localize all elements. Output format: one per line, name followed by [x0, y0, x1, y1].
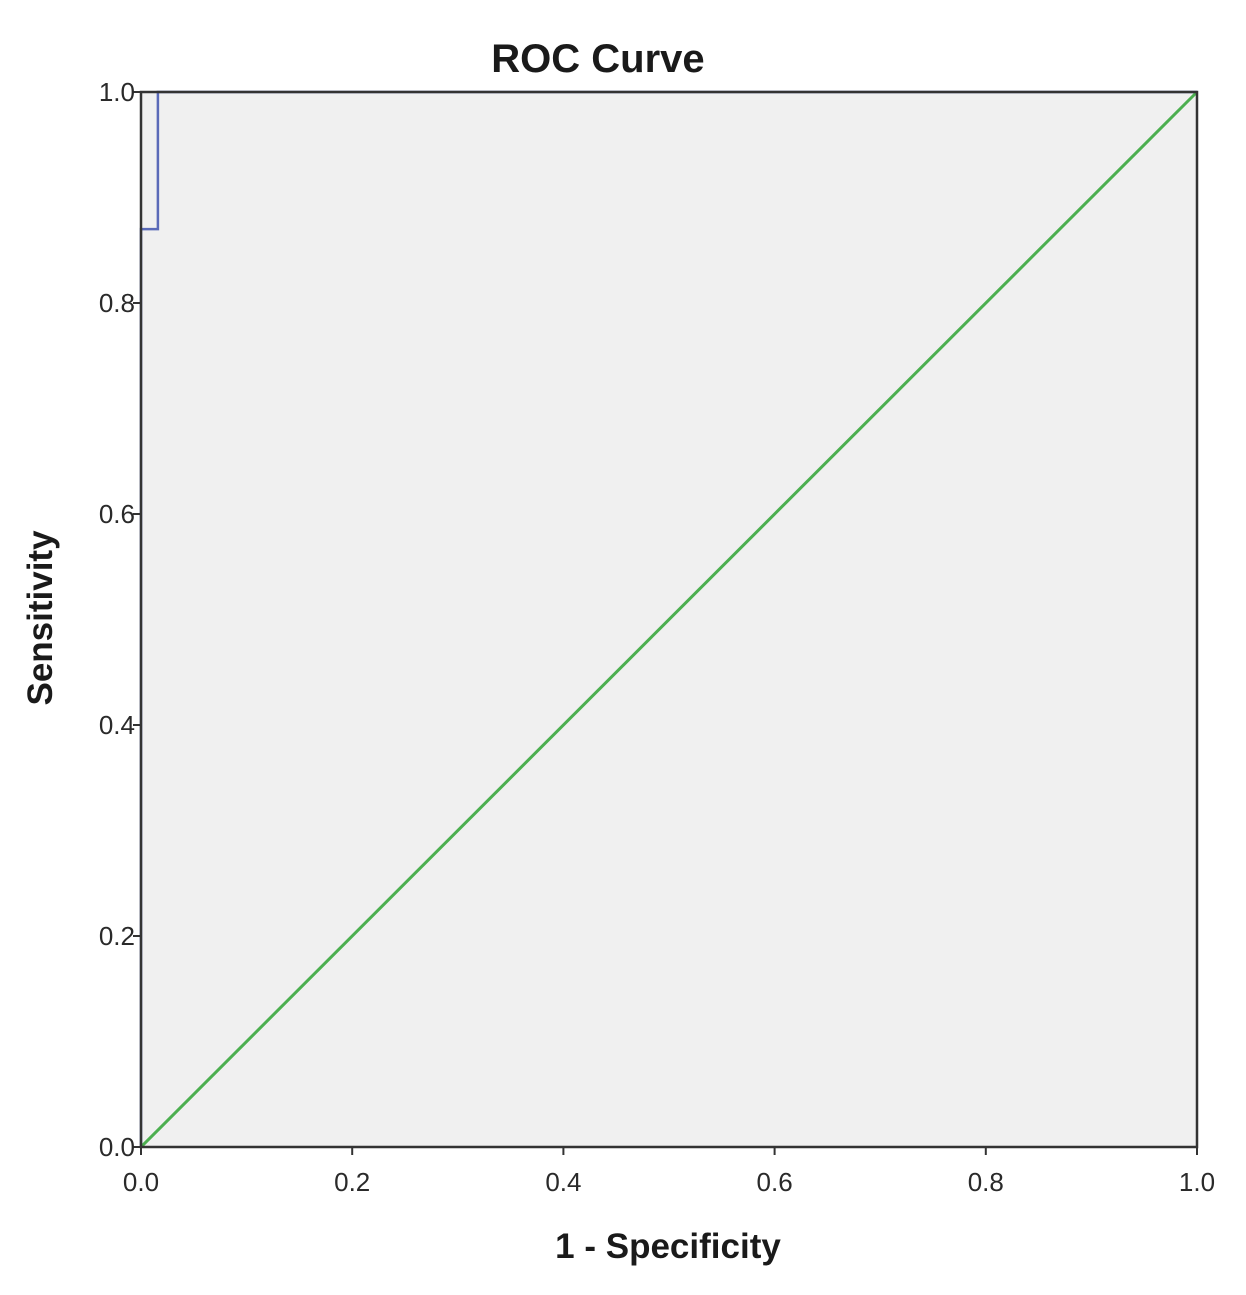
x-tick-label: 1.0: [1179, 1167, 1215, 1197]
y-tick-label: 0.4: [99, 710, 135, 740]
x-axis-ticks: 0.0 0.2 0.4 0.6 0.8 1.0: [123, 1147, 1215, 1197]
reference-diagonal-line: [139, 90, 1199, 1149]
plot-frame: [139, 90, 1199, 1149]
x-tick-label: 0.0: [123, 1167, 159, 1197]
x-tick-label: 0.6: [757, 1167, 793, 1197]
y-axis-ticks: 0.0 0.2 0.4 0.6 0.8 1.0: [99, 77, 141, 1162]
y-tick-label: 0.0: [99, 1132, 135, 1162]
y-axis-title: Sensitivity: [21, 530, 60, 706]
y-tick-label: 1.0: [99, 77, 135, 107]
y-tick-label: 0.6: [99, 499, 135, 529]
x-axis-title: 1 - Specificity: [555, 1227, 781, 1266]
x-tick-label: 0.4: [545, 1167, 581, 1197]
chart-title: ROC Curve: [491, 37, 704, 81]
y-tick-label: 0.2: [99, 921, 135, 951]
x-tick-label: 0.2: [334, 1167, 370, 1197]
y-tick-label: 0.8: [99, 288, 135, 318]
x-tick-label: 0.8: [968, 1167, 1004, 1197]
